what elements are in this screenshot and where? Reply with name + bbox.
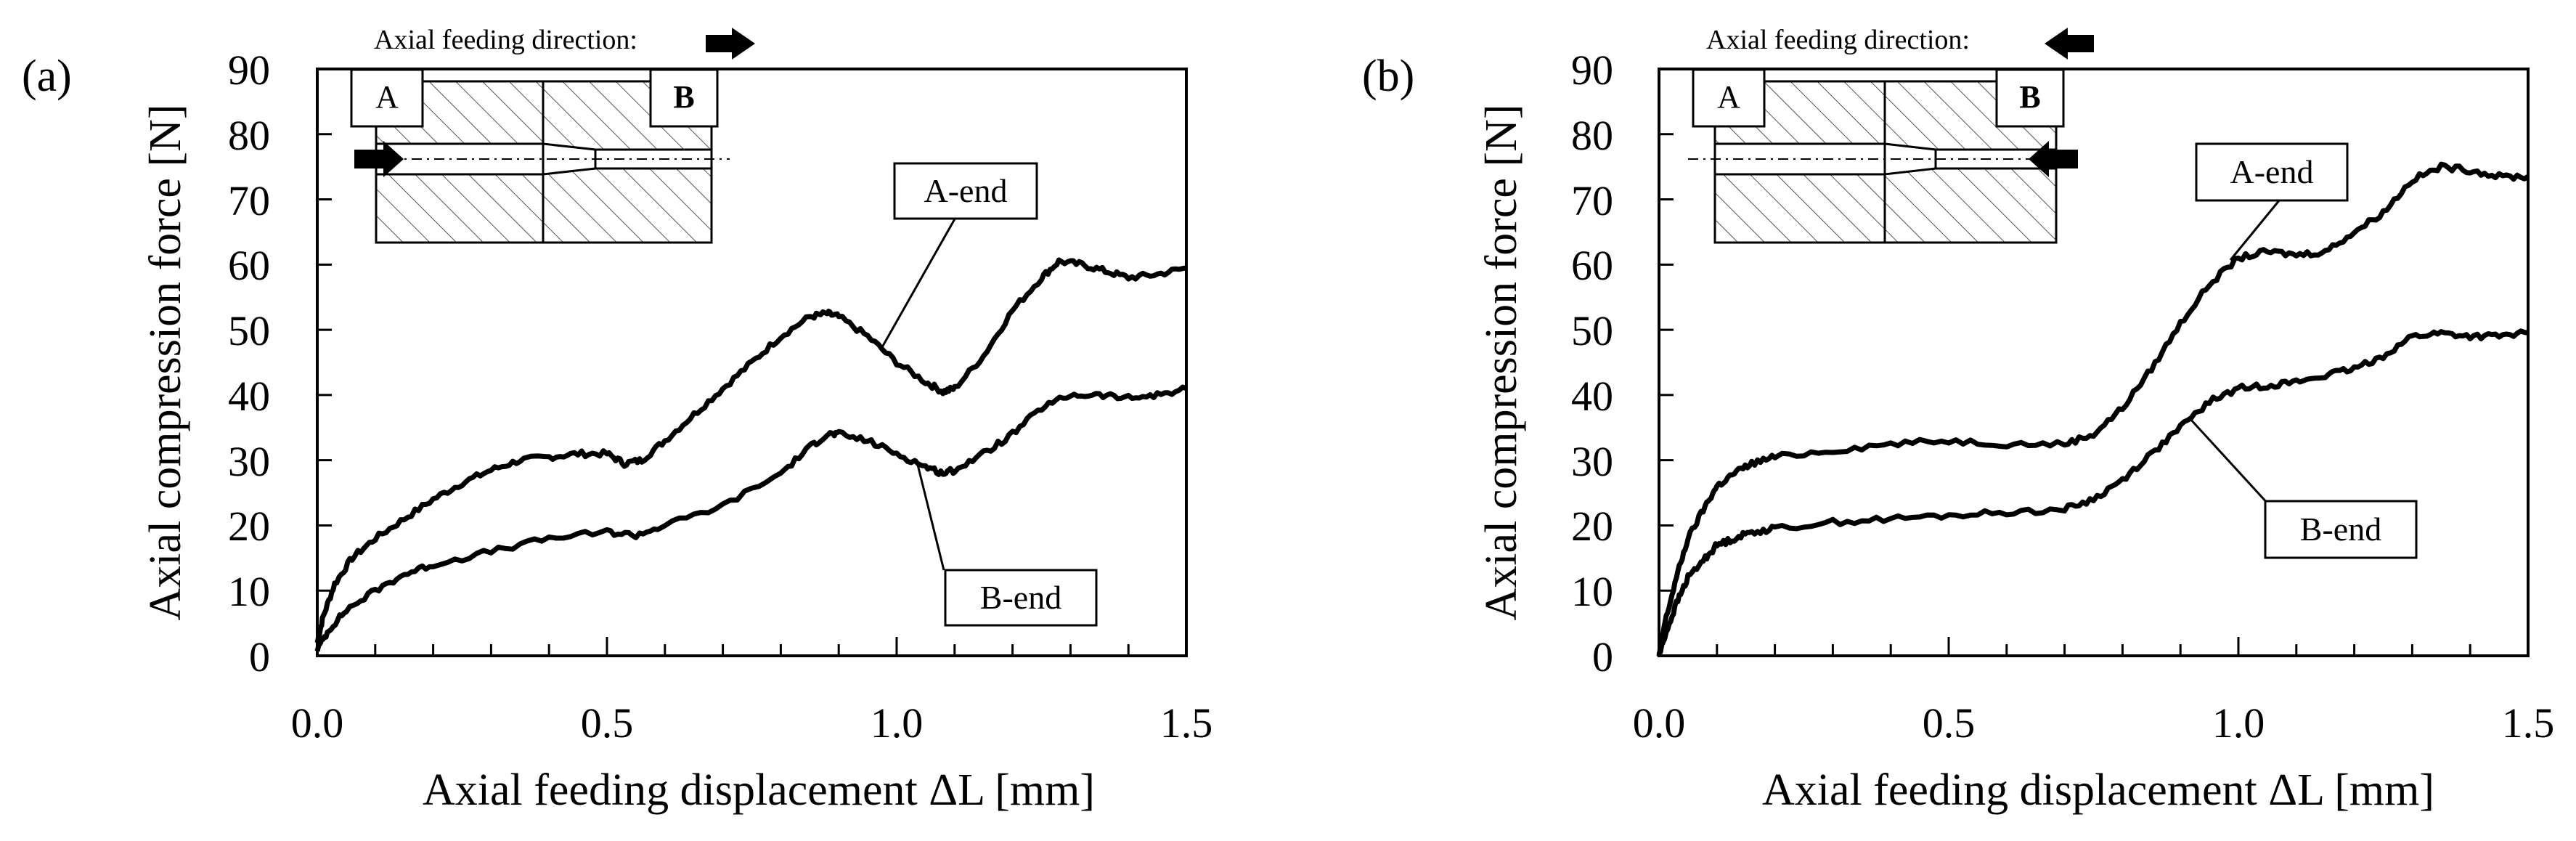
callout-box-b-end [2264,500,2418,559]
feed-direction-arrow-icon [706,28,755,60]
y-tick-label: 90 [228,46,270,94]
series-group [314,257,1188,652]
x-tick-labels: 0.0 0.5 1.0 1.5 [1633,699,2555,747]
callout-box-b-end [944,569,1098,627]
callout-box-a-end [2195,142,2349,202]
x-tick-label: 1.5 [2502,699,2555,747]
y-tick-label: 40 [228,373,270,420]
inset-label-box-b [649,68,719,128]
plot-frame [1658,68,2530,657]
panel-label: (b) [1362,52,1414,101]
y-tick-label: 50 [1571,307,1613,354]
y-axis-label: Axial compression force [N] [1477,104,1526,620]
y-tick-label: 70 [228,177,270,224]
insert-arrow-icon [354,141,404,177]
y-tick-label: 90 [1571,46,1613,94]
inset-title: Axial feeding direction: [1706,25,1970,55]
chart-panel-a: (a) Axial feeding direction: A B 0.0 0.5… [22,25,1212,815]
x-axis-label: Axial feeding displacement ΔL [mm] [423,765,1095,815]
y-tick-label: 20 [228,503,270,550]
y-tick-labels: 0 10 20 30 40 50 60 70 80 90 [228,46,270,680]
y-tick-label: 70 [1571,177,1613,224]
callout-label-a-end: A-end [2230,153,2314,190]
callout-label-a-end: A-end [924,172,1008,209]
y-axis-label: Axial compression force [N] [141,104,190,620]
y-tick-label: 80 [228,112,270,159]
feed-direction-arrow-icon [2045,28,2094,60]
inset-label-box-a [1692,68,1766,128]
callout-leader-a-end [881,216,958,348]
x-tick-label: 1.0 [2212,699,2265,747]
x-tick-labels: 0.0 0.5 1.0 1.5 [291,699,1213,747]
y-tick-label: 10 [1571,568,1613,615]
y-tick-label: 20 [1571,503,1613,550]
inset-label-a: A [1717,79,1740,115]
plot-frame [316,68,1188,657]
callout-leader-b-end [2188,416,2270,506]
y-tick-label: 10 [228,568,270,615]
inset-label-a: A [375,79,399,115]
y-tick-label: 30 [1571,438,1613,485]
callout-label-b-end: B-end [2300,511,2381,548]
series-group [1656,161,2530,657]
series-line-b-end [314,384,1188,652]
x-tick-label: 1.5 [1160,699,1213,747]
x-tick-label: 0.5 [1923,699,1976,747]
inset-label-b: B [673,79,694,115]
series-line-b-end [1656,328,2529,657]
y-tick-label: 50 [228,307,270,354]
y-tick-label: 0 [1592,633,1613,680]
callout-label-b-end: B-end [980,579,1061,616]
inset-label-box-b [1995,68,2065,128]
series-line-a-end [1656,161,2530,656]
y-tick-label: 60 [228,242,270,289]
y-tick-label: 0 [249,633,270,680]
series-line-a-end [314,257,1187,643]
y-tick-label: 40 [1571,373,1613,420]
x-tick-label: 0.5 [581,699,634,747]
y-tick-labels: 0 10 20 30 40 50 60 70 80 90 [1571,46,1613,680]
x-tick-label: 1.0 [871,699,924,747]
panel-label: (a) [22,52,72,101]
y-tick-label: 80 [1571,112,1613,159]
x-axis-label: Axial feeding displacement ΔL [mm] [1762,765,2434,815]
inset-diagram: Axial feeding direction: A B [350,25,755,244]
inset-diagram: Axial feeding direction: A B [1688,25,2094,244]
y-tick-label: 30 [228,438,270,485]
callout-leader-b-end [915,458,945,571]
inset-label-b: B [2019,79,2040,115]
callout-leader-a-end [2229,199,2281,261]
chart-panel-b: (b) Axial feeding direction: A B 0.0 0.5… [1362,25,2554,815]
callout-box-a-end [893,162,1038,220]
insert-arrow-icon [2029,141,2078,177]
x-tick-label: 0.0 [1633,699,1686,747]
x-tick-label: 0.0 [291,699,344,747]
inset-title: Axial feeding direction: [374,25,637,55]
y-tick-label: 60 [1571,242,1613,289]
